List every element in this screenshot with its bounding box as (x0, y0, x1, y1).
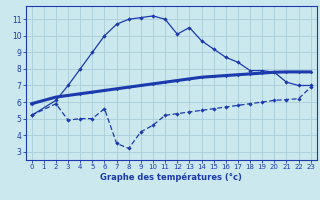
X-axis label: Graphe des températures (°c): Graphe des températures (°c) (100, 173, 242, 182)
